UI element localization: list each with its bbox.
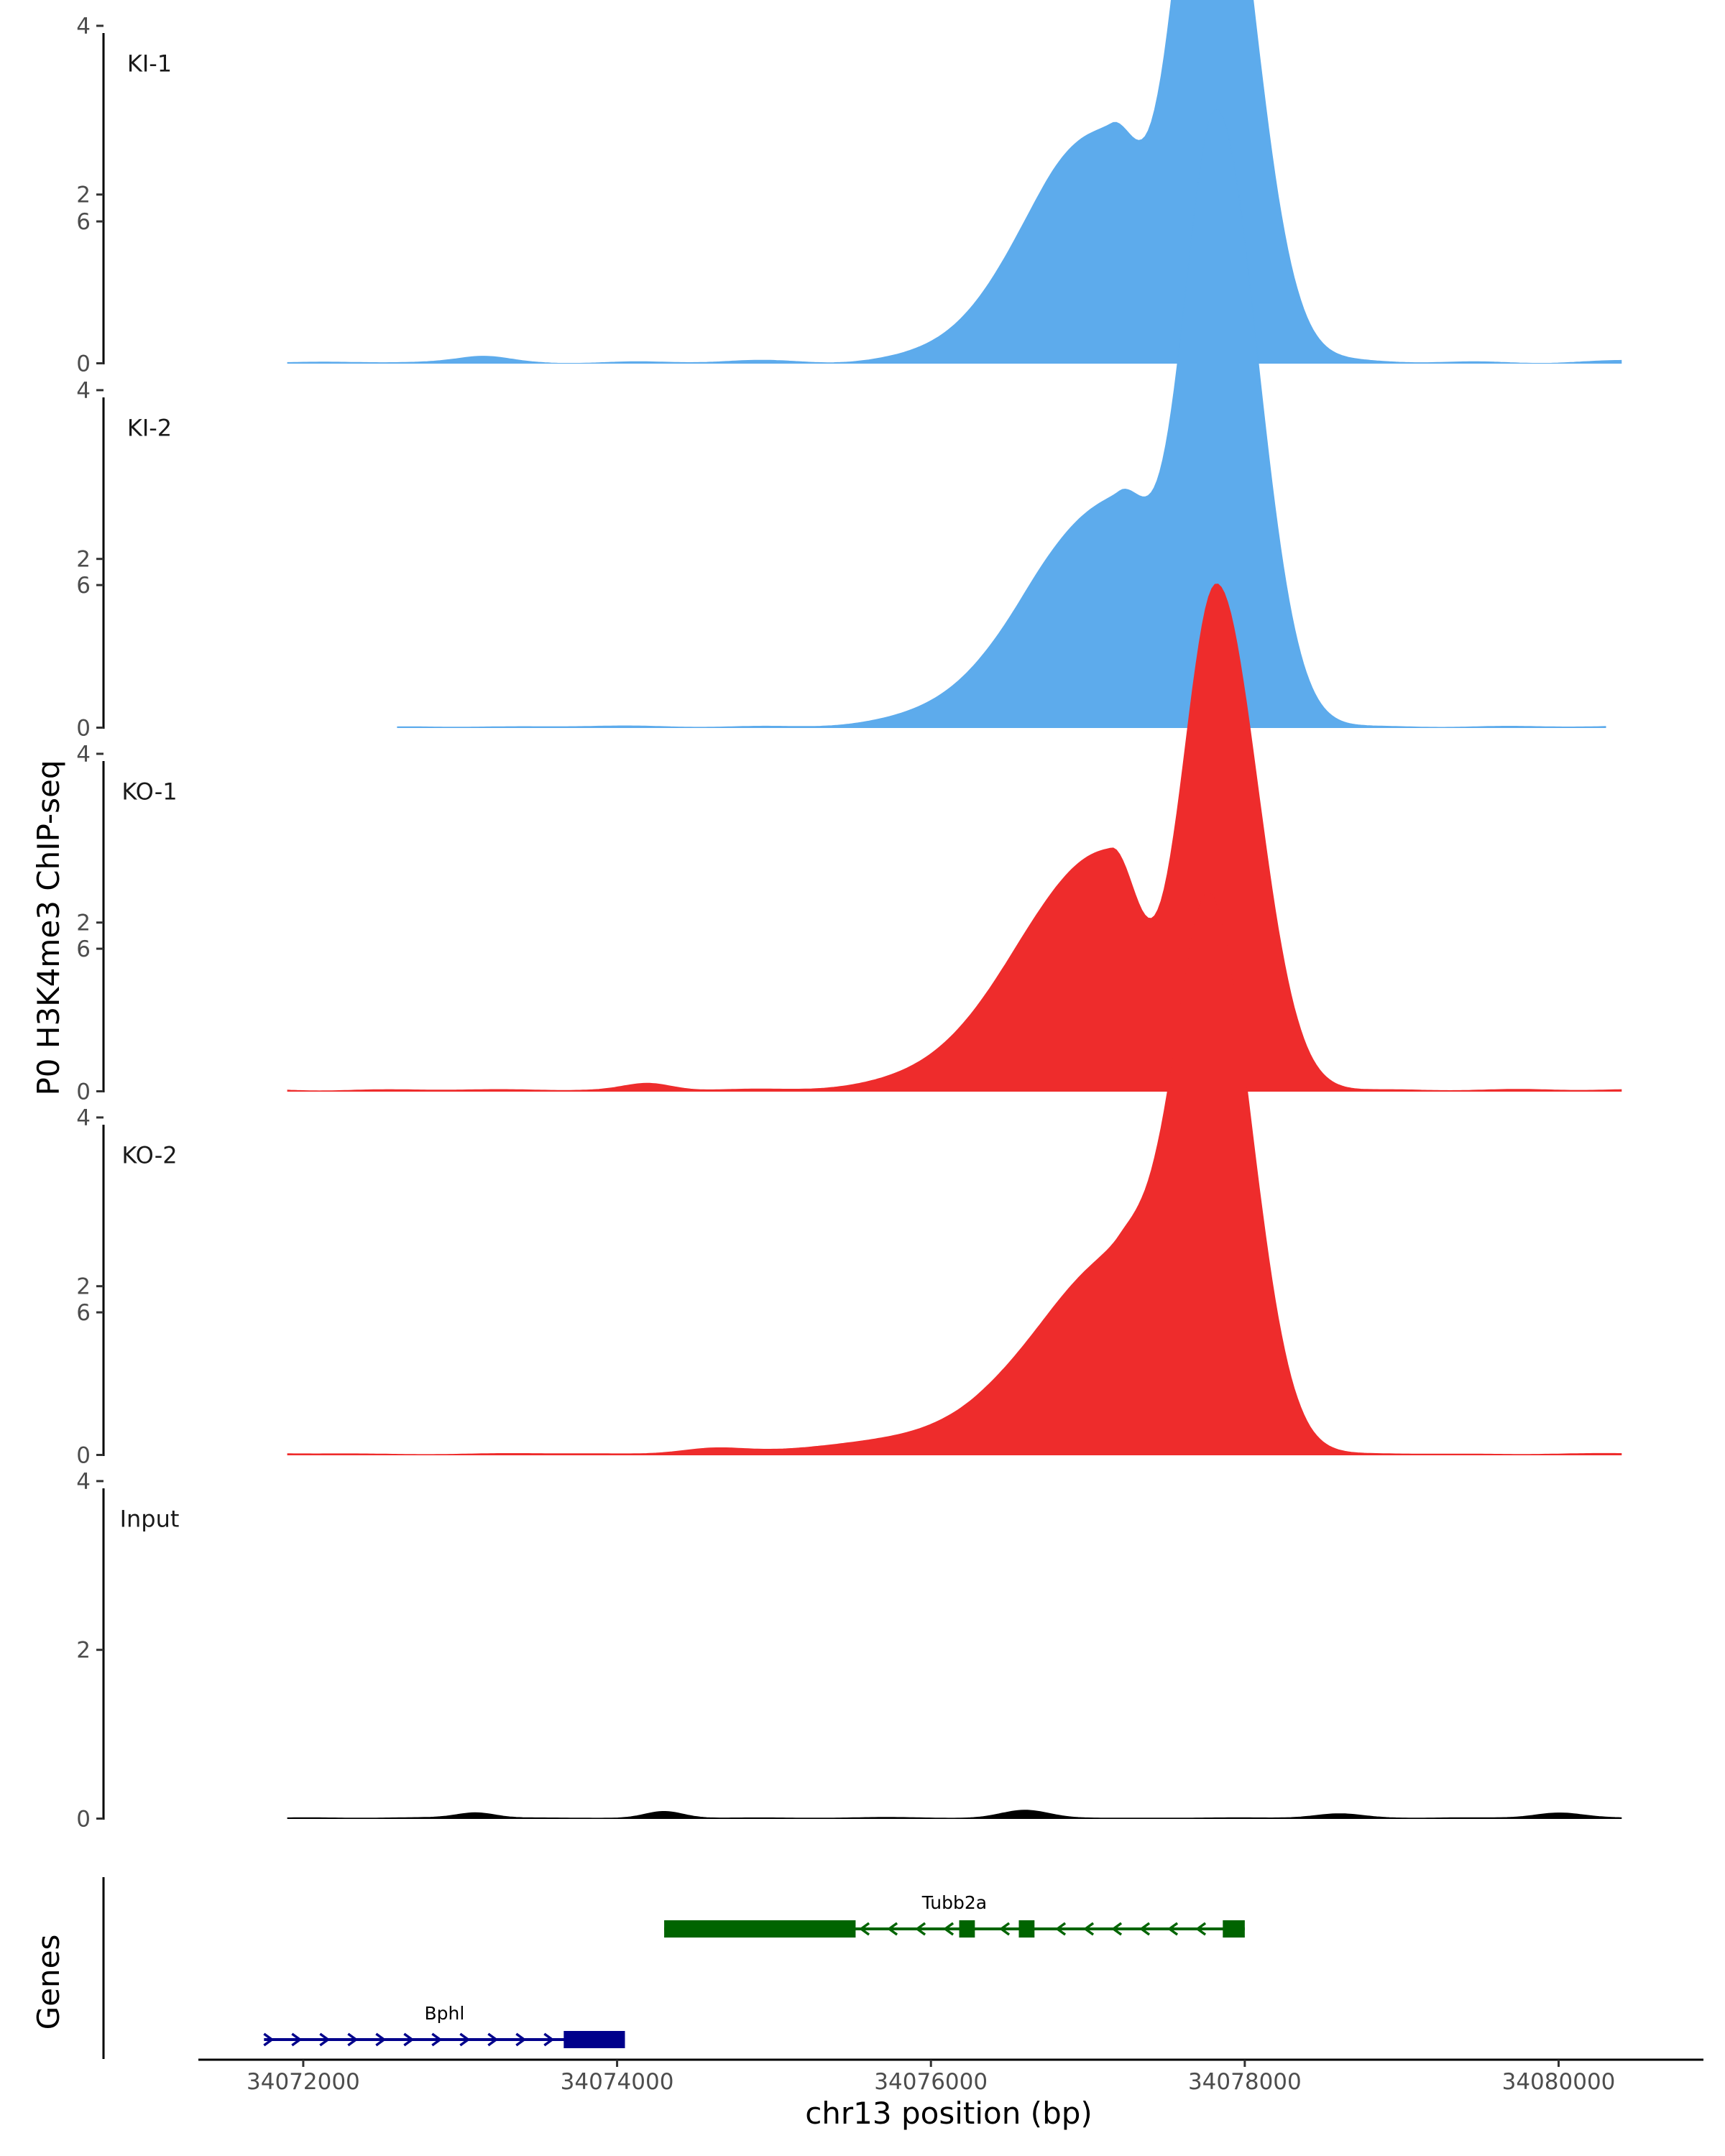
- coverage-tracks: 0246KI-10246KI-20246KO-10246KO-20246Inpu…: [76, 0, 1622, 1833]
- x-tick-label: 34080000: [1502, 2069, 1616, 2095]
- y-tick-label: 2: [76, 183, 91, 208]
- y-tick-label: 2: [76, 1638, 91, 1664]
- y-axis-title: P0 H3K4me3 ChIP-seq: [31, 760, 66, 1095]
- strand-arrow: [915, 1922, 926, 1936]
- strand-arrow: [375, 2032, 387, 2047]
- y-tick-label: 0: [76, 1079, 91, 1105]
- strand-arrow: [859, 1922, 870, 1936]
- y-tick-label: 2: [76, 1274, 91, 1300]
- track-label: KI-2: [127, 415, 172, 442]
- track-ki-2: 0 2 4 6 KI-2: [76, 109, 1606, 742]
- y-tick-label: 6: [76, 936, 91, 962]
- gene-exon: [1223, 1920, 1245, 1938]
- strand-arrow: [431, 2032, 443, 2047]
- y-tick-label: 0: [76, 351, 91, 377]
- x-axis-title: chr13 position (bp): [805, 2096, 1092, 2131]
- strand-arrow: [543, 2032, 555, 2047]
- y-tick-label: 4: [76, 1469, 91, 1495]
- track-label: KO-2: [121, 1142, 177, 1169]
- x-tick-label: 34072000: [247, 2069, 360, 2095]
- gene-exon: [664, 1920, 856, 1938]
- gene-annotation-track: Tubb2a Bphl: [102, 1877, 1245, 2059]
- track-ko-2: 0 2 4 6 KO-2: [76, 891, 1622, 1469]
- gene-tubb2a: Tubb2a: [664, 1892, 1245, 1938]
- track-label: Input: [120, 1506, 180, 1533]
- strand-arrow: [1083, 1922, 1095, 1936]
- x-axis: 34072000 34074000 34076000 34078000 34080000: [198, 2058, 1703, 2095]
- track-input: 0 2 4 6 Input: [76, 1300, 1622, 1833]
- gene-exon: [1018, 1920, 1035, 1938]
- x-tick-label: 34078000: [1188, 2069, 1302, 2095]
- strand-arrow: [999, 1922, 1011, 1936]
- y-tick-label: 6: [76, 1300, 91, 1326]
- y-tick-label: 2: [76, 911, 91, 936]
- strand-arrow: [291, 2032, 303, 2047]
- y-tick-label: 2: [76, 547, 91, 573]
- strand-arrow: [1167, 1922, 1179, 1936]
- y-tick-label: 6: [76, 573, 91, 599]
- strand-arrow: [459, 2032, 471, 2047]
- gene-bphl: Bphl: [263, 2003, 625, 2048]
- strand-arrow: [1111, 1922, 1123, 1936]
- track-ko-1: 0 2 4 6 KO-1: [76, 573, 1622, 1105]
- strand-arrow: [403, 2032, 415, 2047]
- strand-arrow: [319, 2032, 331, 2047]
- coverage-area: [287, 891, 1622, 1455]
- strand-arrow: [347, 2032, 359, 2047]
- strand-arrow: [263, 2032, 275, 2047]
- strand-arrow: [1195, 1922, 1207, 1936]
- strand-arrow: [1139, 1922, 1151, 1936]
- strand-arrow: [943, 1922, 954, 1936]
- coverage-area: [287, 584, 1622, 1092]
- y-tick-label: 4: [76, 14, 91, 40]
- strand-arrow: [1055, 1922, 1067, 1936]
- y-tick-label: 6: [76, 209, 91, 235]
- gene-name-label: Bphl: [424, 2003, 464, 2024]
- y-tick-label: 0: [76, 716, 91, 742]
- x-tick-label: 34074000: [561, 2069, 674, 2095]
- strand-arrow: [887, 1922, 898, 1936]
- y-tick-label: 4: [76, 742, 91, 768]
- x-tick-label: 34076000: [874, 2069, 988, 2095]
- y-tick-label: 4: [76, 378, 91, 404]
- coverage-area: [397, 109, 1606, 728]
- y-tick-label: 0: [76, 1807, 91, 1833]
- track-label: KI-1: [127, 50, 172, 78]
- y-tick-label: 0: [76, 1443, 91, 1469]
- y-tick-label: 4: [76, 1105, 91, 1131]
- genes-axis-title: Genes: [31, 1935, 66, 2030]
- track-ki-1: 0 2 4 6 KI-1: [76, 0, 1622, 377]
- gene-exon: [959, 1920, 975, 1938]
- gene-name-label: Tubb2a: [921, 1892, 987, 1913]
- strand-arrow: [515, 2032, 527, 2047]
- gene-exon: [564, 2031, 625, 2048]
- strand-arrow: [487, 2032, 499, 2047]
- coverage-area: [287, 1810, 1622, 1819]
- track-label: KO-1: [121, 778, 177, 806]
- coverage-area: [287, 0, 1622, 364]
